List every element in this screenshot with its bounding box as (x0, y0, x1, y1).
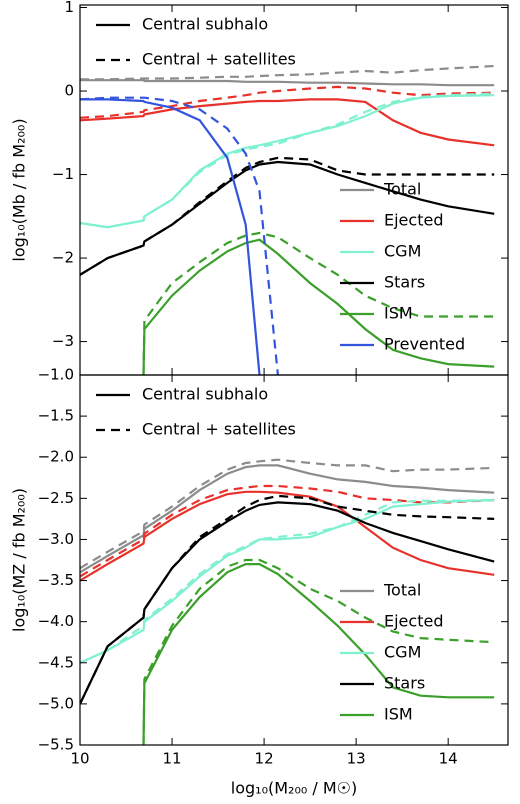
series-line (142, 563, 495, 745)
x-axis-label: log₁₀(M₂₀₀ / M☉) (231, 779, 357, 798)
legend-label: Ejected (384, 612, 443, 631)
legend-label: Stars (384, 674, 425, 693)
legend-label: Ejected (384, 211, 443, 230)
plot-area (80, 458, 495, 745)
series-line (80, 484, 495, 578)
legend-label: Central subhalo (142, 15, 268, 34)
y-tick-label: −3 (52, 332, 74, 350)
series-line (80, 498, 495, 664)
series-line (80, 160, 495, 276)
y-tick-label: 0 (64, 82, 74, 100)
series-line (80, 464, 495, 574)
legend-label: CGM (384, 643, 421, 662)
y-tick-label: −5.5 (38, 736, 74, 754)
series-line (142, 238, 495, 375)
x-tick-label: 12 (255, 750, 274, 768)
y-tick-label: 1 (64, 0, 74, 16)
series-line (80, 92, 495, 229)
plot-area (80, 64, 495, 375)
x-tick-label: 14 (439, 750, 458, 768)
series-line (80, 94, 495, 229)
legend-label: Prevented (384, 335, 465, 354)
y-tick-label: −5.0 (38, 694, 74, 712)
y-tick-label: −4.0 (38, 612, 74, 630)
series-line (142, 558, 495, 745)
series-line (80, 79, 495, 87)
legend-label: Stars (384, 273, 425, 292)
legend-label: Central + satellites (142, 50, 296, 69)
legend-label: Total (383, 581, 421, 600)
x-tick-label: 13 (347, 750, 366, 768)
legend-label: CGM (384, 242, 421, 261)
y-tick-label: −1 (52, 165, 74, 183)
series-line (142, 231, 495, 375)
y-axis-label: log₁₀(Mb / fb M₂₀₀) (10, 118, 29, 261)
axes-frame (79, 374, 509, 746)
legend-label: Total (383, 180, 421, 199)
series-line (80, 98, 261, 375)
y-tick-label: −3.0 (38, 530, 74, 548)
series-line (80, 96, 279, 375)
legend-label: ISM (384, 705, 413, 724)
series-line (80, 98, 495, 147)
y-tick-label: −1.5 (38, 407, 74, 425)
x-tick-label: 11 (162, 750, 181, 768)
series-line (80, 156, 495, 276)
x-tick-label: 10 (70, 750, 89, 768)
y-tick-label: −2.5 (38, 489, 74, 507)
legend-label: Central + satellites (142, 420, 296, 439)
y-tick-label: −2.0 (38, 448, 74, 466)
series-line (80, 85, 495, 119)
series-line (80, 64, 495, 81)
series-line (80, 458, 495, 570)
legend-label: ISM (384, 304, 413, 323)
y-tick-label: −2 (52, 249, 74, 267)
y-axis-label: log₁₀(MZ / fb M₂₀₀) (10, 488, 29, 632)
legend-label: Central subhalo (142, 385, 268, 404)
series-line (80, 501, 495, 705)
series-line (80, 490, 495, 582)
y-tick-label: −4.5 (38, 653, 74, 671)
series-line (80, 494, 495, 705)
y-tick-label: −1.0 (38, 366, 74, 384)
y-tick-label: −3.5 (38, 571, 74, 589)
